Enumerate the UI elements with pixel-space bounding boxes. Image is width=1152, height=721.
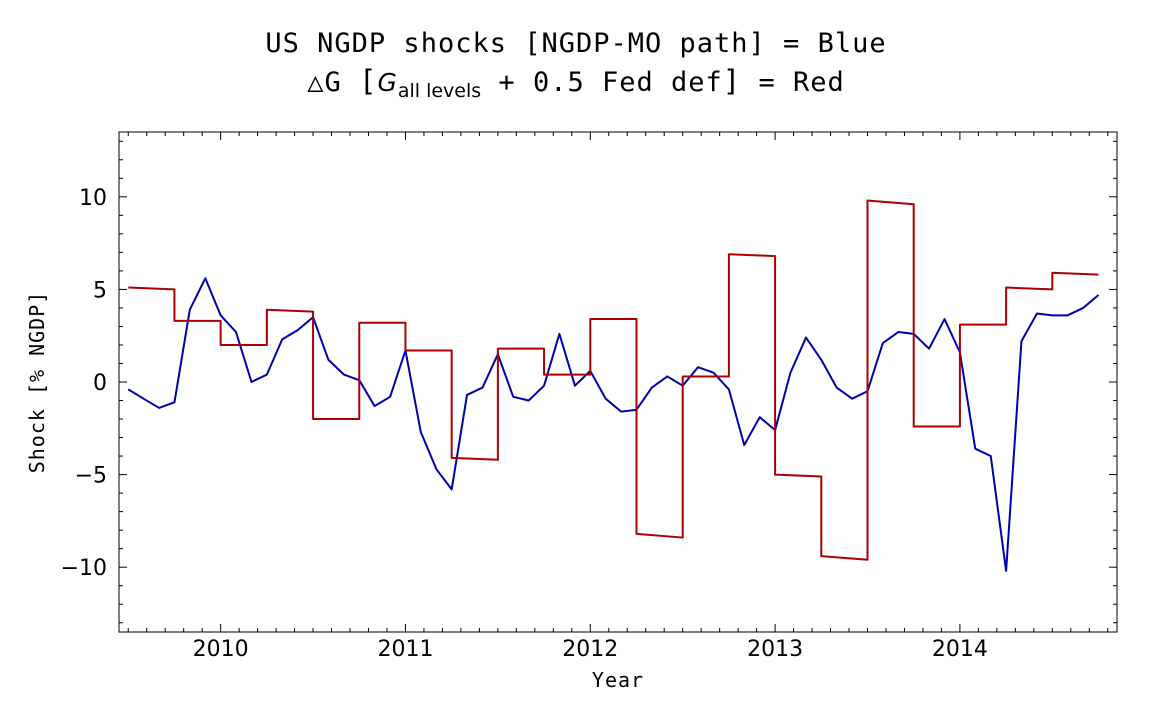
title-open-bracket: [	[359, 64, 378, 98]
chart-title-line-1: US NGDP shocks [NGDP-MO path] = Blue	[265, 28, 887, 59]
title-delta-g: △G	[307, 67, 359, 98]
title-fed-def: + 0.5 Fed def	[481, 67, 723, 98]
title-close-bracket: ]	[722, 64, 742, 98]
y-tick-label: 0	[93, 371, 107, 396]
x-tick-label: 2013	[747, 637, 803, 662]
tick-labels: 2010 2011 2012 2013 2014 −10 −5 0 5 10	[61, 186, 988, 662]
y-tick-label: 10	[79, 186, 107, 211]
y-tick-label: −5	[75, 464, 107, 489]
blue-shock-series-line	[127, 277, 1100, 572]
y-tick-label: 5	[93, 278, 107, 303]
title-g-symbol: G	[377, 68, 398, 97]
title-red-label: = Red	[741, 67, 845, 98]
y-tick-label: −10	[61, 556, 107, 581]
chart-title-line-2: △G [Gall levels + 0.5 Fed def] = Red	[0, 64, 1152, 102]
series-layer	[127, 199, 1100, 572]
y-axis-label: Shock [% NGDP]	[25, 291, 49, 474]
x-tick-label: 2011	[377, 637, 433, 662]
x-tick-label: 2012	[562, 637, 618, 662]
x-tick-label: 2010	[193, 637, 249, 662]
red-step-series-line	[128, 199, 1099, 561]
x-axis-label: Year	[592, 668, 644, 692]
title-g-subscript: all levels	[397, 80, 482, 102]
axis-ticks	[119, 132, 1117, 632]
x-tick-label: 2014	[932, 637, 988, 662]
plot-frame	[118, 131, 1118, 633]
